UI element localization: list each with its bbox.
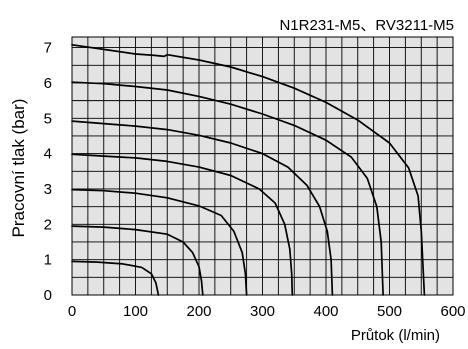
series-line-3 bbox=[71, 188, 248, 296]
y-tick-label: 4 bbox=[44, 146, 52, 163]
x-tick-label: 400 bbox=[313, 303, 338, 320]
series-line-7 bbox=[71, 43, 426, 296]
x-tick-label: 300 bbox=[250, 303, 275, 320]
y-tick-label: 7 bbox=[44, 40, 52, 57]
y-tick-label: 6 bbox=[44, 75, 52, 92]
y-tick-label: 3 bbox=[44, 181, 52, 198]
y-tick-label: 1 bbox=[44, 252, 52, 269]
series-line-1 bbox=[71, 260, 160, 296]
x-tick-label: 200 bbox=[186, 303, 211, 320]
x-tick-label: 600 bbox=[440, 303, 465, 320]
y-tick-label: 0 bbox=[44, 287, 52, 304]
y-axis-label: Pracovní tlak (bar) bbox=[9, 99, 28, 238]
series-line-2 bbox=[71, 225, 204, 296]
series-line-4 bbox=[71, 153, 294, 296]
series-line-5 bbox=[71, 120, 334, 296]
y-tick-label: 5 bbox=[44, 110, 52, 127]
y-tick-label: 2 bbox=[44, 216, 52, 233]
series-line-6 bbox=[71, 81, 384, 296]
x-axis-label: Průtok (l/min) bbox=[351, 327, 440, 344]
x-tick-label: 500 bbox=[377, 303, 402, 320]
x-tick-label: 100 bbox=[123, 303, 148, 320]
chart-title: N1R231-M5、RV3211-M5 bbox=[279, 17, 454, 34]
x-tick-label: 0 bbox=[68, 303, 76, 320]
plot-area: 0 100 200 300 400 500 600 0 1 2 3 4 5 6 7 bbox=[44, 36, 466, 320]
